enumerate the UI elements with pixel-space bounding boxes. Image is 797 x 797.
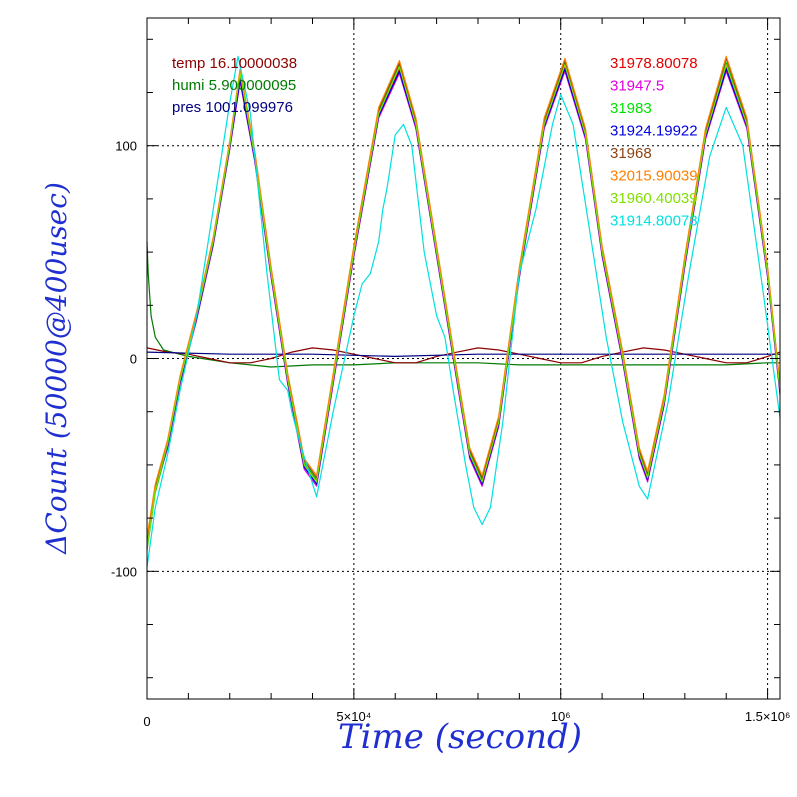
legend-right-entry: 31968 — [610, 145, 652, 162]
y-tick-label: 0 — [130, 352, 137, 367]
legend-right-entry: 31983 — [610, 100, 652, 117]
legend-left-entry: humi 5.900000095 — [172, 77, 296, 94]
y-tick-label: -100 — [111, 564, 137, 579]
ticks: 0 5×10⁴ 10⁶ 1.5×10⁶ -100 0 100 — [111, 18, 790, 729]
y-tick-label: 100 — [115, 139, 137, 154]
x-axis-title: Time (second) — [338, 717, 582, 757]
legend-right-entry: 31978.80078 — [610, 55, 698, 72]
count-series-line-7 — [146, 64, 781, 548]
y-axis-title: ΔCount (50000@400usec) — [40, 182, 73, 555]
x-tick-label: 10⁶ — [551, 709, 571, 724]
count-series-line-6 — [146, 55, 781, 538]
series-layer — [146, 55, 781, 568]
count-series-line-8 — [146, 55, 781, 568]
x-tick-label: 0 — [143, 714, 150, 729]
env-series-line-2 — [146, 347, 781, 364]
legend-left-entry: temp 16.10000038 — [172, 55, 297, 72]
legend-left: temp 16.10000038 humi 5.900000095 pres 100… — [172, 55, 297, 116]
legend-right-entry: 31947.5 — [610, 78, 664, 95]
env-series-line-3 — [146, 351, 780, 357]
x-tick-label: 5×10⁴ — [336, 709, 371, 724]
legend-right-entry: 31924.19922 — [610, 123, 698, 140]
legend-right-entry: 31914.80078 — [610, 213, 698, 230]
x-tick-label: 1.5×10⁶ — [745, 709, 790, 724]
legend-right-entry: 32015.90039 — [610, 168, 698, 185]
legend-right-entry: 31960.40039 — [610, 190, 698, 207]
legend-left-entry: pres 1001.099976 — [172, 99, 293, 116]
legend-right: 31978.80078 31947.5 31983 31924.19922 31968 3… — [610, 55, 698, 230]
